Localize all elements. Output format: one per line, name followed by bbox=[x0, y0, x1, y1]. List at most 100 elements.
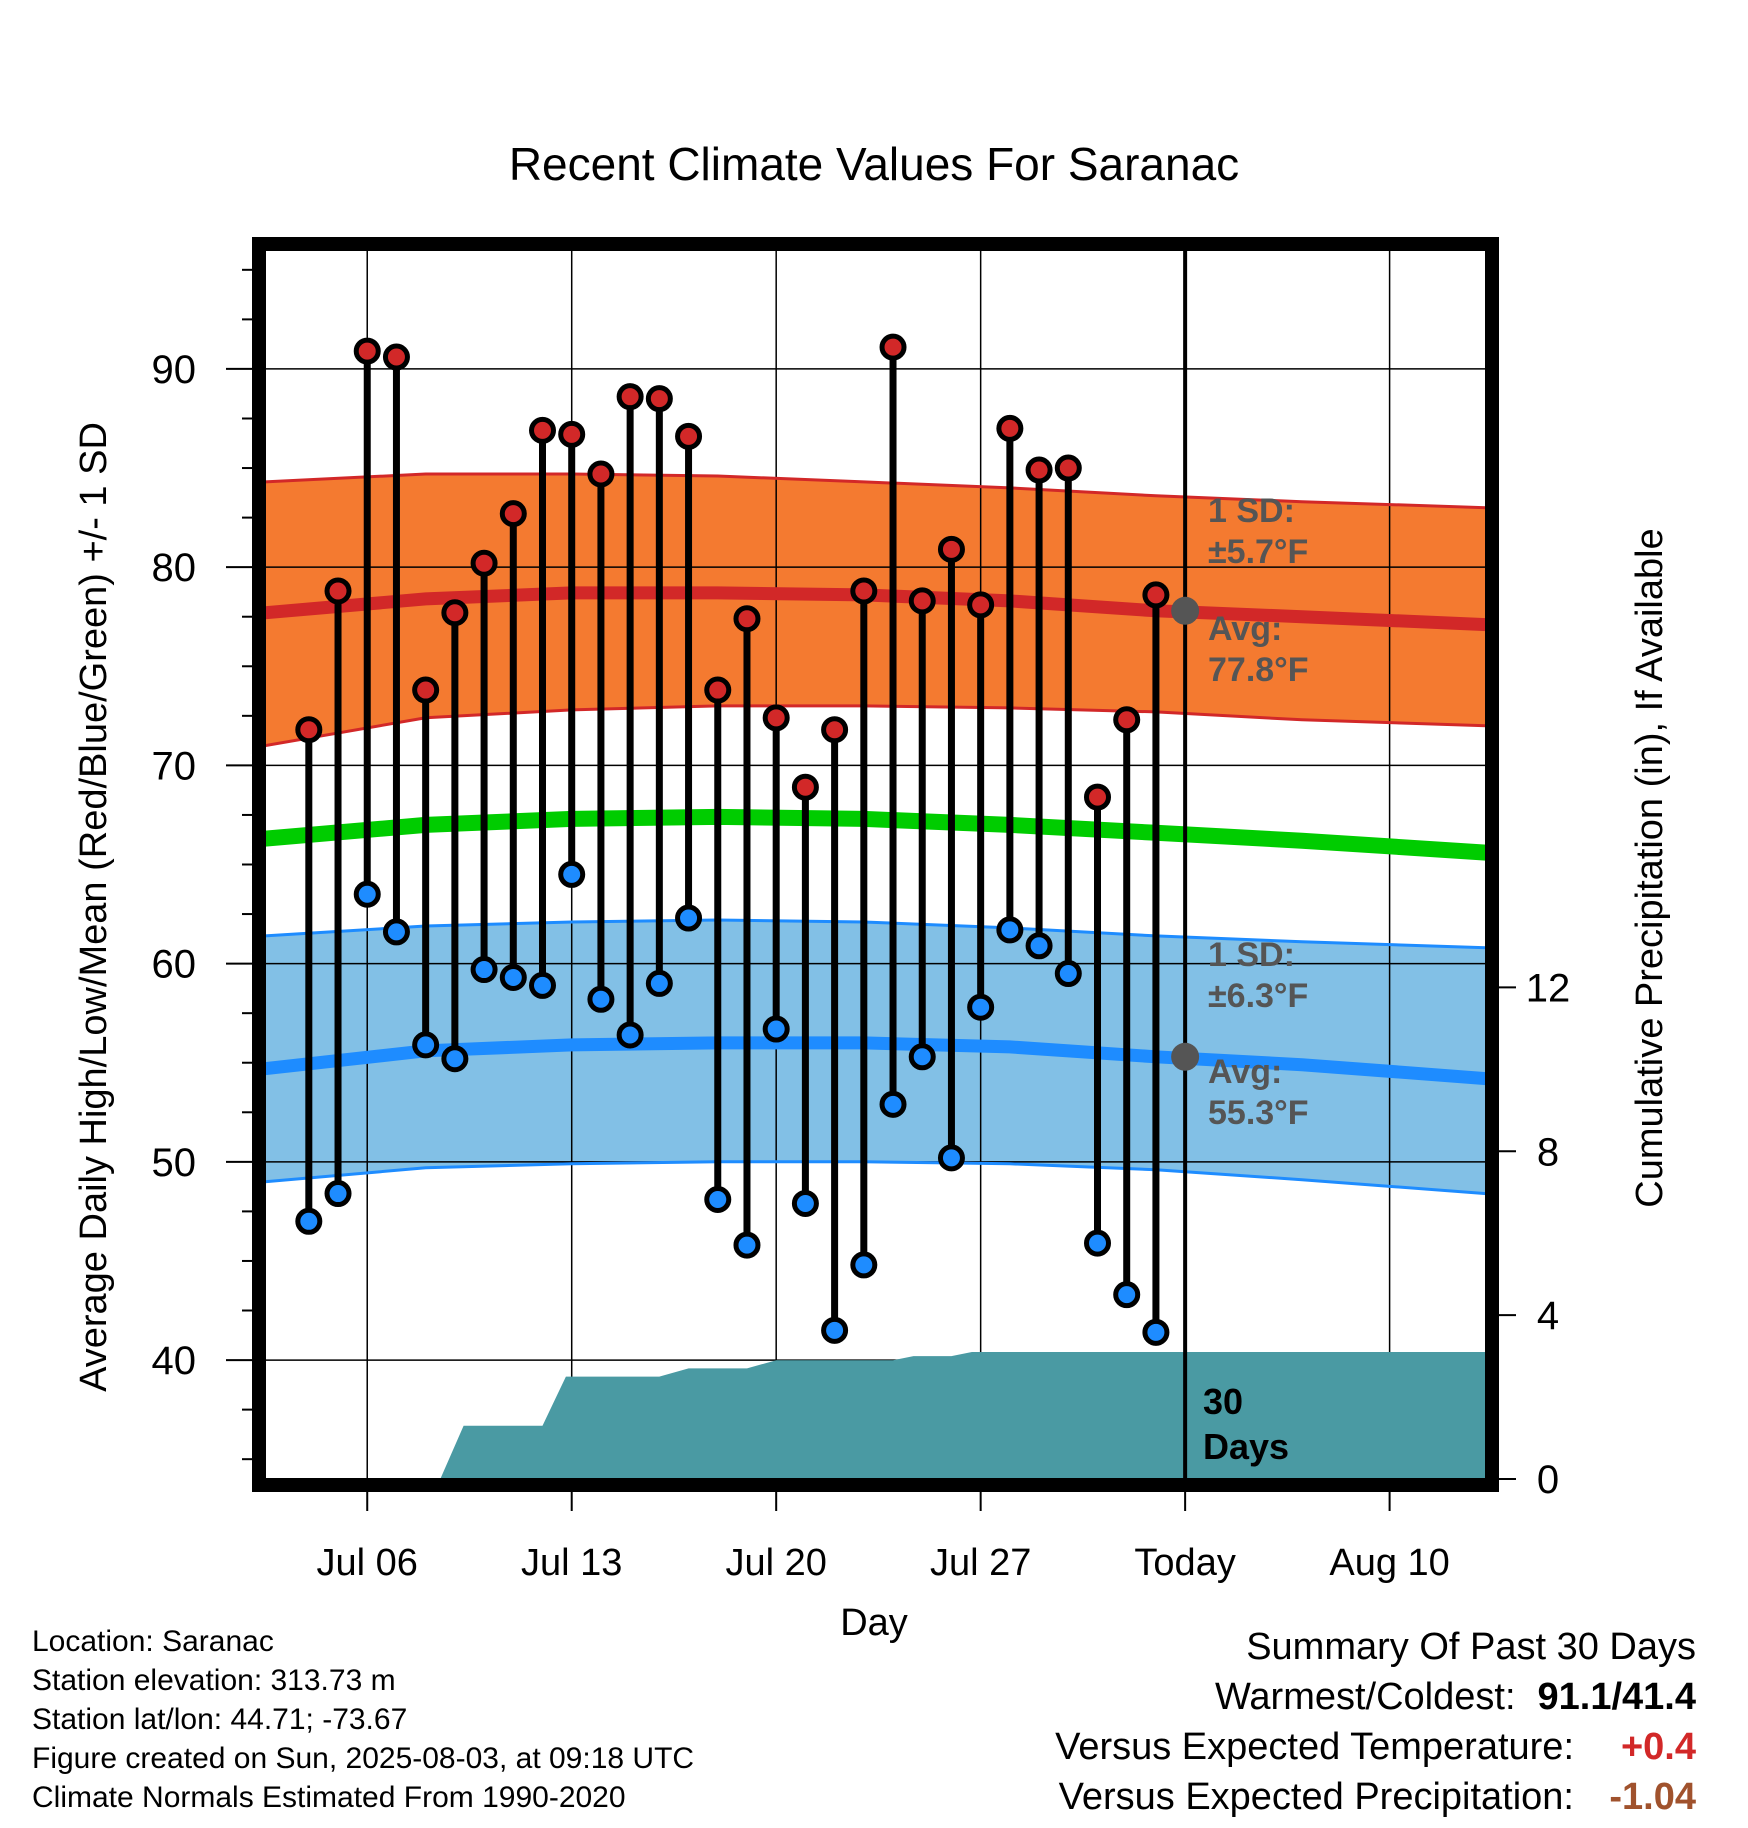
daily-high-point bbox=[616, 383, 644, 411]
daily-low-point bbox=[616, 1021, 644, 1049]
summary-warm-cold-label: Warmest/Coldest: bbox=[1214, 1676, 1516, 1718]
y-axis-label: Average Daily High/Low/Mean (Red/Blue/Gr… bbox=[73, 422, 115, 1392]
low-avg-marker bbox=[1171, 1042, 1200, 1071]
x-tick-label: Aug 10 bbox=[1329, 1542, 1449, 1584]
daily-high-point bbox=[529, 416, 556, 444]
y-tick-label: 70 bbox=[152, 744, 197, 788]
daily-low-point bbox=[821, 1316, 849, 1344]
low-avg-label: Avg: bbox=[1208, 1053, 1282, 1091]
daily-high-point bbox=[1142, 581, 1170, 609]
daily-low-point bbox=[908, 1043, 936, 1071]
daily-low-point bbox=[1054, 960, 1082, 988]
low-avg-value: 55.3°F bbox=[1208, 1094, 1309, 1132]
y2-tick-label: 12 bbox=[1526, 966, 1571, 1010]
daily-high-point bbox=[412, 676, 440, 704]
daily-low-point bbox=[967, 993, 995, 1021]
daily-low-point bbox=[675, 904, 703, 932]
summary-precip-value: -1.04 bbox=[1609, 1776, 1696, 1818]
x-axis-label: Day bbox=[840, 1602, 908, 1644]
summary-warm-cold-row: Warmest/Coldest: 91.1/41.4 bbox=[1055, 1672, 1696, 1722]
daily-low-point bbox=[324, 1180, 352, 1208]
y2-tick-label: 0 bbox=[1537, 1458, 1559, 1502]
x-tick-label: Jul 06 bbox=[317, 1542, 418, 1584]
daily-low-point bbox=[645, 969, 673, 997]
days-word-label: Days bbox=[1203, 1426, 1289, 1467]
daily-low-point bbox=[762, 1015, 790, 1043]
low-sd-value: ±6.3°F bbox=[1208, 977, 1308, 1015]
daily-high-point bbox=[324, 577, 352, 605]
daily-low-point bbox=[879, 1090, 907, 1118]
info-created: Figure created on Sun, 2025-08-03, at 09… bbox=[32, 1742, 695, 1775]
low-sd-band bbox=[265, 920, 1486, 1194]
y-tick-label: 60 bbox=[152, 943, 197, 987]
high-sd-label: 1 SD: bbox=[1208, 492, 1295, 530]
daily-low-point bbox=[1142, 1318, 1170, 1346]
normal-mean-line bbox=[265, 808, 1486, 861]
daily-low-point bbox=[295, 1207, 323, 1235]
summary-warm-cold-value: 91.1/41.4 bbox=[1537, 1676, 1696, 1718]
daily-high-point bbox=[295, 716, 323, 744]
plot-area bbox=[265, 250, 1486, 1479]
daily-high-point bbox=[382, 343, 410, 371]
daily-low-point bbox=[382, 918, 410, 946]
daily-high-point bbox=[908, 587, 936, 615]
chart-title: Recent Climate Values For Saranac bbox=[509, 138, 1239, 190]
daily-low-point bbox=[529, 971, 556, 999]
daily-high-point bbox=[791, 773, 819, 801]
daily-low-point bbox=[1113, 1281, 1141, 1309]
daily-high-point bbox=[704, 676, 732, 704]
daily-high-point bbox=[937, 535, 965, 563]
daily-high-point bbox=[1025, 456, 1053, 484]
daily-high-point bbox=[587, 460, 615, 488]
daily-high-point bbox=[675, 422, 703, 450]
daily-high-point bbox=[996, 414, 1024, 442]
high-sd-value: ±5.7°F bbox=[1208, 533, 1308, 571]
daily-high-point bbox=[645, 385, 673, 413]
daily-low-point bbox=[850, 1251, 878, 1279]
daily-low-point bbox=[704, 1186, 732, 1214]
daily-low-point bbox=[1025, 932, 1053, 960]
x-tick-label: Jul 27 bbox=[930, 1542, 1031, 1584]
y2-tick-label: 4 bbox=[1537, 1294, 1559, 1338]
daily-low-point bbox=[558, 860, 586, 888]
low-sd-label: 1 SD: bbox=[1208, 936, 1295, 974]
x-tick-label: Today bbox=[1134, 1542, 1235, 1584]
daily-low-point bbox=[791, 1189, 819, 1217]
days-count-label: 30 bbox=[1203, 1381, 1243, 1422]
high-avg-marker bbox=[1171, 596, 1200, 625]
x-tick-label: Jul 13 bbox=[521, 1542, 622, 1584]
summary-precip-row: Versus Expected Precipitation: -1.04 bbox=[1055, 1772, 1696, 1822]
daily-high-point bbox=[441, 599, 469, 627]
daily-low-point bbox=[1084, 1229, 1111, 1257]
daily-high-point bbox=[1113, 706, 1141, 734]
x-tick-label: Jul 20 bbox=[725, 1542, 826, 1584]
y-tick-label: 40 bbox=[152, 1339, 197, 1383]
y-tick-label: 50 bbox=[152, 1141, 197, 1185]
y-tick-label: 80 bbox=[152, 546, 197, 590]
daily-low-point bbox=[441, 1045, 469, 1073]
info-latlon: Station lat/lon: 44.71; -73.67 bbox=[32, 1703, 408, 1736]
summary-precip-label: Versus Expected Precipitation: bbox=[1058, 1776, 1574, 1818]
daily-high-point bbox=[499, 500, 527, 528]
daily-high-point bbox=[967, 591, 995, 619]
daily-low-point bbox=[996, 916, 1024, 944]
daily-low-point bbox=[587, 985, 615, 1013]
summary-temp-value: +0.4 bbox=[1620, 1726, 1696, 1768]
summary-temp-label: Versus Expected Temperature: bbox=[1055, 1726, 1574, 1768]
plot-frame bbox=[252, 237, 1499, 1492]
high-avg-label: Avg: bbox=[1208, 610, 1282, 648]
daily-low-point bbox=[733, 1231, 761, 1259]
high-sd-upper-line bbox=[265, 472, 1486, 510]
station-info: Location: Saranac Station elevation: 313… bbox=[32, 1622, 694, 1817]
daily-high-point bbox=[850, 577, 878, 605]
summary-panel: Summary Of Past 30 Days Warmest/Coldest:… bbox=[1055, 1622, 1696, 1822]
daily-high-point bbox=[1084, 783, 1111, 811]
daily-high-point bbox=[353, 337, 381, 365]
daily-high-point bbox=[821, 716, 849, 744]
daily-high-point bbox=[558, 420, 586, 448]
daily-high-point bbox=[879, 333, 907, 361]
info-elevation: Station elevation: 313.73 m bbox=[32, 1664, 396, 1697]
summary-temp-row: Versus Expected Temperature: +0.4 bbox=[1055, 1722, 1696, 1772]
daily-high-point bbox=[1054, 454, 1082, 482]
precip-area bbox=[440, 1352, 1486, 1479]
